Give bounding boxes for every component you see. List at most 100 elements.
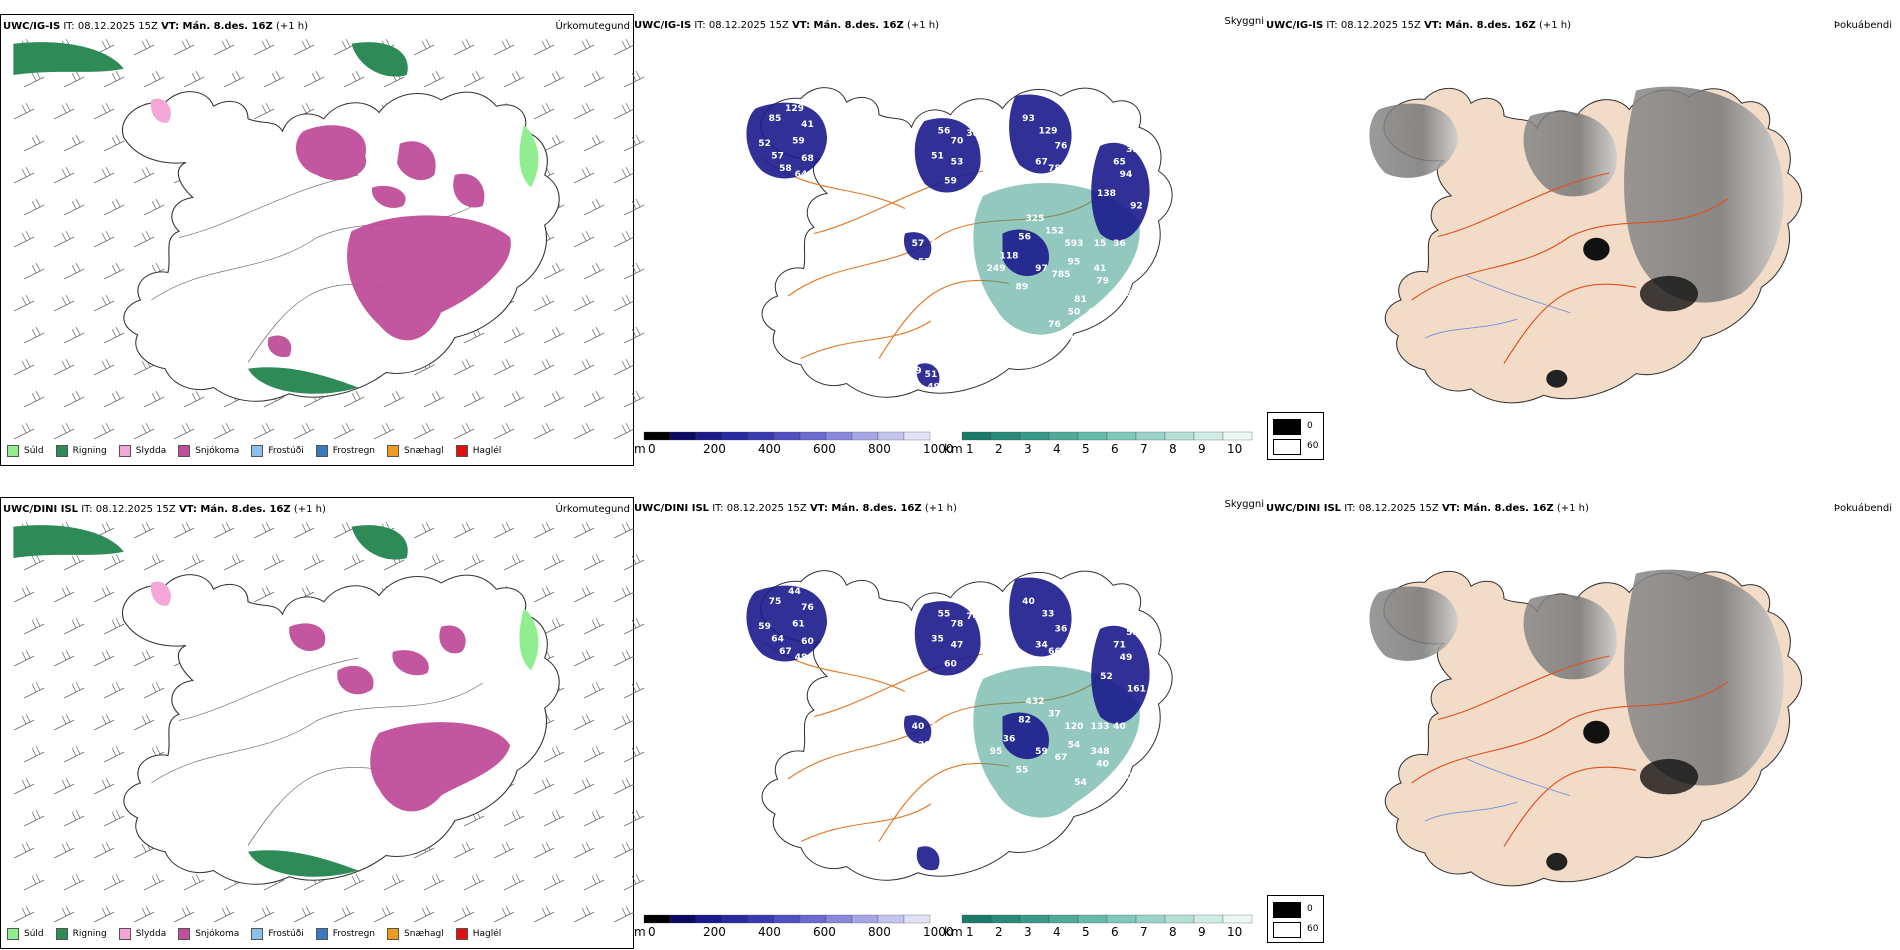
valid-time: VT: Mán. 8.des. 16Z <box>161 21 273 32</box>
cloud-base-label: 41 <box>801 120 814 130</box>
cloud-base-label: 325 <box>1026 214 1045 224</box>
colorbar-step <box>877 431 905 441</box>
colorbar-tick: 10 <box>1227 442 1243 456</box>
model-name: UWC/DINI ISL <box>3 504 79 515</box>
cloud-base-label: 55 <box>1016 766 1029 776</box>
legend-label: Snæhagl <box>404 929 444 939</box>
legend-swatch <box>55 445 68 457</box>
cloud-base-label: 133 <box>1091 722 1110 732</box>
colorbar-tick: 600 <box>813 925 836 939</box>
cloud-base-label: 36 <box>1055 625 1068 635</box>
cloud-base-label: 67 <box>1035 158 1048 168</box>
visibility-panel: UWC/DINI ISL IT: 08.12.2025 15Z VT: Mán.… <box>634 497 1264 947</box>
precip-map <box>13 38 645 440</box>
colorbar-tick: 8 <box>1169 442 1177 456</box>
colorbar-tick: 7 <box>1140 925 1148 939</box>
colorbar-step <box>695 431 723 441</box>
cloud-base-label: 40 <box>1096 760 1109 770</box>
precip-legend: Súld Rigning Slydda Snjókoma Frostúði Frostre… <box>7 445 501 457</box>
valid-time: VT: Mán. 8.des. 16Z <box>809 503 922 514</box>
colorbar-step <box>851 431 879 441</box>
cloud-base-label: 138 <box>1097 189 1116 199</box>
legend-item: Súld <box>7 445 44 457</box>
colorbar-unit: m <box>634 925 646 939</box>
cloud-base-label: 67 <box>1055 753 1068 763</box>
colorbar-step <box>961 431 992 441</box>
cloud-base-label: 41 <box>1094 264 1107 274</box>
colorbar-step <box>773 914 801 924</box>
legend-item: Slydda <box>118 928 166 940</box>
cloud-base-label: 62 <box>931 239 944 249</box>
cloud-base-label: 74 <box>966 612 979 622</box>
cloud-base-label: 97 <box>1035 264 1048 274</box>
legend-item: Frostúði <box>251 445 304 457</box>
cloud-base-label: 59 <box>944 177 957 187</box>
cloud-base-label: 48 <box>795 653 808 663</box>
cloud-base-label: 59 <box>1126 628 1139 638</box>
precip-legend: Súld Rigning Slydda Snjókoma Frostúði Frostre… <box>7 928 501 940</box>
cloud-base-label: 76 <box>1048 320 1061 330</box>
init-time: IT: 08.12.2025 15Z <box>712 503 807 514</box>
legend-label: Haglél <box>472 929 502 939</box>
cloud-base-label: 39 <box>1120 289 1133 299</box>
legend-item: Snæhagl <box>387 928 444 940</box>
cloud-base-label: 161 <box>1127 685 1146 695</box>
cloud-base-label: 82 <box>1018 716 1031 726</box>
cloud-base-label: 92 <box>1130 202 1143 212</box>
cloud-base-label: 60 <box>801 637 814 647</box>
legend-label: Frostregn <box>332 446 376 456</box>
colorbar-tick: 5 <box>1082 925 1090 939</box>
cloud-base-label: 785 <box>1052 270 1071 280</box>
legend-item: Frostregn <box>315 928 376 940</box>
init-time: IT: 08.12.2025 15Z <box>63 21 158 32</box>
legend-label: Súld <box>24 446 44 456</box>
cloud-base-label: 39 <box>918 741 931 751</box>
colorbar-tick: 6 <box>1111 442 1119 456</box>
colorbar-step <box>695 914 723 924</box>
colorbar-tick: 1000 <box>923 925 954 939</box>
lead-offset: (+1 h) <box>275 21 309 32</box>
colorbar-unit: m <box>634 442 646 456</box>
legend-item: Snjókoma <box>178 928 239 940</box>
colorbar-unit: km <box>944 925 963 939</box>
cloud-base-label: 53 <box>951 158 964 168</box>
colorbar-step <box>1193 914 1224 924</box>
colorbar-step <box>1164 914 1195 924</box>
cloud-visibility-map: 8512941525759685864825670385153595793129… <box>746 87 1173 398</box>
cloud-base-label: 44 <box>788 587 801 597</box>
legend-item: Slydda <box>118 445 166 457</box>
lead-offset: (+1 h) <box>1538 20 1572 31</box>
colorbar-step <box>1048 431 1079 441</box>
panel-title-precip: Úrkomutegund <box>555 504 630 515</box>
panel-header: UWC/DINI ISL IT: 08.12.2025 15Z VT: Mán.… <box>3 504 326 516</box>
colorbar-step <box>990 914 1021 924</box>
model-name: UWC/IG-IS <box>634 20 692 31</box>
colorbar-step <box>1193 431 1224 441</box>
cloud-base-label: 54 <box>1068 741 1081 751</box>
cloud-base-label: 95 <box>990 747 1003 757</box>
cloud-base-label: 75 <box>769 597 782 607</box>
legend-item: Haglél <box>455 928 502 940</box>
model-name: UWC/IG-IS <box>3 21 61 32</box>
colorbar-tick: 1 <box>966 925 974 939</box>
fog-max-label: 60 <box>1307 441 1319 451</box>
colorbar-tick: 1 <box>966 442 974 456</box>
cloud-base-label: 49 <box>1120 653 1133 663</box>
fog-swatch-max <box>1273 922 1301 938</box>
init-time: IT: 08.12.2025 15Z <box>694 20 789 31</box>
legend-swatch <box>178 445 191 457</box>
colorbar-tick: 5 <box>1082 442 1090 456</box>
colorbar-tick: 10 <box>1227 925 1243 939</box>
cloud-base-label: 89 <box>1016 283 1029 293</box>
cloud-base-label: 65 <box>1113 158 1126 168</box>
cloud-base-label: 129 <box>1039 127 1058 137</box>
legend-label: Snjókoma <box>195 446 240 456</box>
colorbar-step <box>721 914 749 924</box>
fog-min-label: 0 <box>1307 421 1313 431</box>
cloud-base-label: 33 <box>1042 610 1055 620</box>
panel-header: UWC/IG-IS IT: 08.12.2025 15Z VT: Mán. 8.… <box>3 21 308 33</box>
lead-offset: (+1 h) <box>293 504 326 515</box>
colorbar-tick: 4 <box>1053 925 1061 939</box>
cloud-base-label: 61 <box>792 620 805 630</box>
legend-label: Frostregn <box>332 929 376 939</box>
